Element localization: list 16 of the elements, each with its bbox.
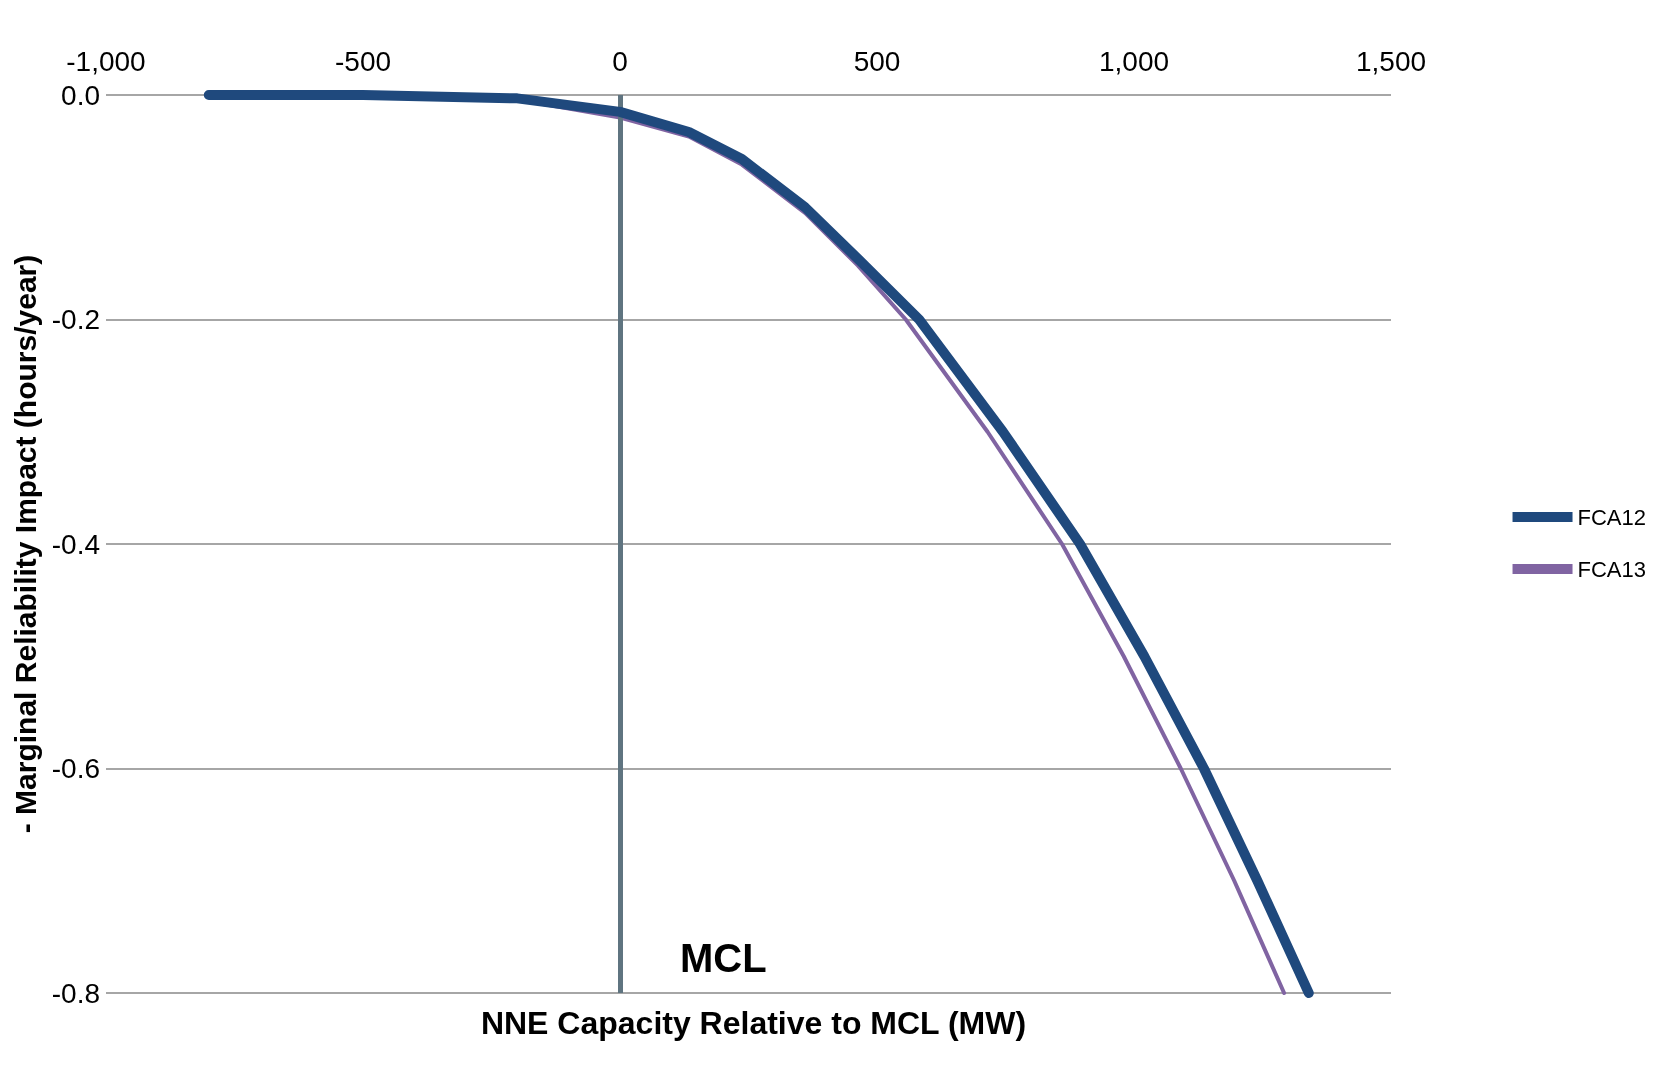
y-tick-label: -0.4 [51, 528, 100, 560]
y-tick-label: -0.8 [51, 977, 100, 1009]
y-tick-label: -0.2 [51, 304, 100, 335]
legend-label: FCA12 [1577, 504, 1647, 530]
y-tick-label: -0.6 [51, 753, 100, 784]
ref-line-label: MCL [680, 936, 767, 980]
x-tick-label: 500 [853, 45, 901, 77]
x-axis-title: NNE Capacity Relative to MCL (MW) [480, 1005, 1027, 1041]
y-axis-title: - Marginal Reliability Impact (hours/year) [9, 254, 43, 834]
x-tick-label: 1,500 [1355, 45, 1427, 77]
x-tick-label: 1,000 [1098, 45, 1170, 77]
x-tick-label: 0 [612, 45, 628, 77]
y-tick-label: 0.0 [61, 79, 100, 111]
x-tick-label: -500 [334, 45, 392, 77]
legend-label: FCA13 [1577, 556, 1647, 582]
x-tick-label: -1,000 [66, 45, 146, 77]
